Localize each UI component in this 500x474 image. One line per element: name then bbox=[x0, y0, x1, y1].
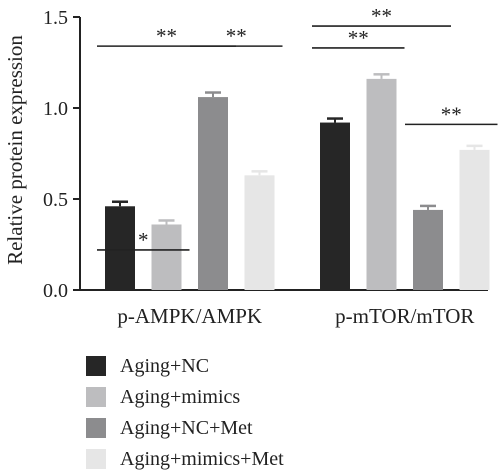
legend-swatch bbox=[86, 355, 106, 376]
legend-label: Aging+NC+Met bbox=[120, 416, 253, 439]
x-tick-label: p-mTOR/mTOR bbox=[335, 304, 474, 328]
y-tick-label: 0.5 bbox=[43, 189, 68, 211]
y-tick-label: 1.0 bbox=[43, 98, 68, 120]
x-tick-label: p-AMPK/AMPK bbox=[117, 304, 262, 328]
legend-item: Aging+mimics+Met bbox=[86, 443, 284, 474]
bar bbox=[459, 149, 490, 290]
legend: Aging+NC Aging+mimics Aging+NC+Met Aging+mi… bbox=[86, 350, 284, 474]
bar bbox=[244, 175, 275, 290]
bar bbox=[151, 224, 182, 290]
significance-brackets: *** ******** bbox=[97, 4, 498, 252]
legend-swatch bbox=[86, 448, 106, 469]
y-axis: 0.0 0.5 1.0 1.5 bbox=[43, 7, 81, 302]
significance-label: ** bbox=[226, 24, 247, 48]
legend-swatch bbox=[86, 386, 106, 407]
y-tick-label: 0.0 bbox=[43, 280, 68, 302]
legend-label: Aging+NC bbox=[120, 354, 210, 377]
bar bbox=[320, 122, 350, 290]
y-axis-label: Relative protein expression bbox=[3, 35, 27, 265]
legend-item: Aging+NC+Met bbox=[86, 412, 284, 443]
significance-label: ** bbox=[348, 26, 369, 50]
significance-label: ** bbox=[441, 102, 462, 126]
legend-label: Aging+mimics+Met bbox=[120, 447, 284, 470]
bar bbox=[366, 78, 397, 290]
significance-label: ** bbox=[371, 4, 392, 28]
legend-swatch bbox=[86, 417, 106, 438]
legend-item: Aging+NC bbox=[86, 350, 284, 381]
bar bbox=[413, 209, 443, 290]
bar bbox=[105, 206, 135, 290]
x-axis: p-AMPK/AMPK p-mTOR/mTOR bbox=[80, 289, 488, 328]
bar bbox=[198, 97, 228, 290]
y-tick-label: 1.5 bbox=[43, 7, 68, 29]
significance-label: * bbox=[138, 228, 149, 252]
legend-label: Aging+mimics bbox=[120, 385, 241, 408]
legend-item: Aging+mimics bbox=[86, 381, 284, 412]
significance-label: ** bbox=[156, 24, 177, 48]
bar-chart: 0.00.51.01.5 p-AMPK/AMPK p-mTOR/mTOR *** *… bbox=[3, 4, 498, 328]
bars bbox=[105, 73, 490, 290]
